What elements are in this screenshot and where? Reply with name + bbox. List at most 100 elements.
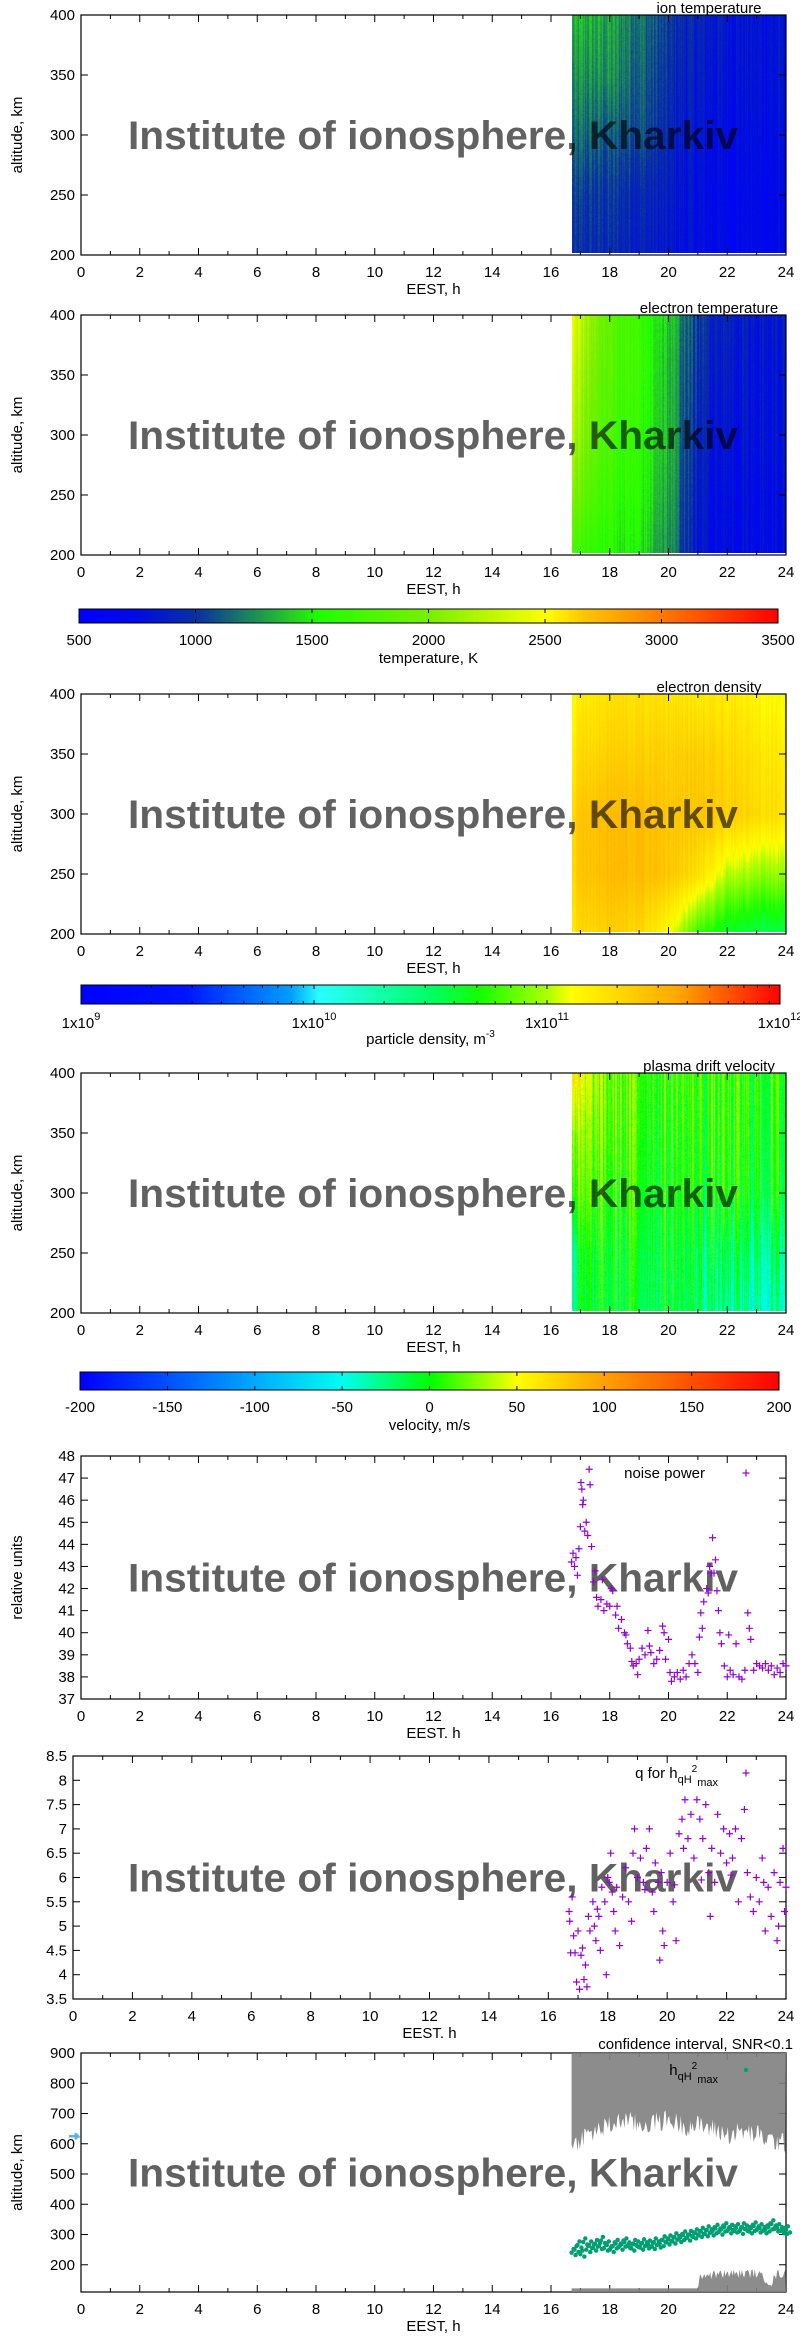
plot-axes <box>80 14 787 256</box>
colorbar-tick-label: 500 <box>66 632 91 649</box>
data-point <box>588 1543 596 1551</box>
data-point <box>659 1927 667 1935</box>
tick-base: 1x10 <box>292 1015 325 1032</box>
x-tick-label: 6 <box>253 564 261 581</box>
x-tick-label: 2 <box>136 943 144 960</box>
x-tick-label: 0 <box>77 264 85 281</box>
data-point <box>700 1598 708 1606</box>
y-tick-label: 43 <box>58 1558 75 1575</box>
y-tick-label: 350 <box>50 67 75 84</box>
data-point <box>758 1854 766 1862</box>
x-tick-label: 22 <box>719 1708 736 1725</box>
x-tick-label: 4 <box>194 564 202 581</box>
x-tick-label: 18 <box>601 2301 618 2318</box>
data-point <box>695 2232 701 2237</box>
data-point <box>656 1956 664 1964</box>
data-point <box>665 1635 672 1643</box>
data-point <box>735 2222 741 2227</box>
data-point <box>711 1878 719 1886</box>
colorbar-tick-label: 1x1011 <box>525 1011 569 1032</box>
y-tick-label: 5 <box>59 1918 67 1935</box>
x-tick-label: 16 <box>540 2008 557 2025</box>
data-point <box>645 1642 653 1650</box>
data-point <box>745 2228 751 2234</box>
y-tick-label: 400 <box>50 686 75 703</box>
y-tick-label: 37 <box>58 1691 75 1708</box>
data-point <box>648 1888 656 1896</box>
data-point <box>647 1649 655 1657</box>
data-point <box>742 1769 750 1777</box>
watermark-text: Institute of ionosphere, Kharkiv <box>128 414 739 458</box>
x-tick-label: 18 <box>601 1708 618 1725</box>
data-point <box>613 1602 621 1610</box>
data-point <box>598 2238 604 2243</box>
y-tick-label: 6 <box>59 1870 67 1887</box>
data-point <box>767 1912 775 1920</box>
data-point <box>697 1876 705 1884</box>
data-point <box>706 1562 714 1570</box>
arrow-marker-icon <box>69 2132 82 2141</box>
data-point <box>583 2236 588 2241</box>
data-point <box>575 2242 580 2248</box>
x-tick-label: 22 <box>719 1322 736 1339</box>
data-point <box>601 1898 609 1906</box>
data-point <box>708 1844 716 1852</box>
data-point <box>726 1666 734 1674</box>
data-point <box>586 1927 594 1935</box>
data-point <box>651 1859 659 1867</box>
x-tick-label: 14 <box>484 1708 501 1725</box>
data-point <box>663 2239 668 2245</box>
tick-exponent: 12 <box>790 1011 800 1023</box>
x-tick-label: 2 <box>136 2301 144 2318</box>
y-tick-label: 300 <box>50 2227 75 2244</box>
data-point <box>589 2245 595 2251</box>
data-point <box>749 1908 757 1916</box>
data-point <box>570 1932 578 1940</box>
x-tick-label: 22 <box>719 2301 736 2318</box>
legend-sub: qH <box>678 2071 692 2083</box>
data-point <box>724 2221 729 2226</box>
y-tick-label: 400 <box>50 307 75 324</box>
data-point <box>750 1666 758 1674</box>
data-point <box>753 2220 758 2225</box>
data-point <box>682 1673 690 1681</box>
data-point <box>652 2246 658 2252</box>
y-axis-label: altitude, km <box>9 1155 26 1232</box>
data-point <box>678 2235 683 2240</box>
data-point <box>785 2224 791 2229</box>
data-point <box>636 2245 642 2250</box>
x-tick-label: 8 <box>312 943 320 960</box>
y-tick-label: 900 <box>50 2045 75 2062</box>
data-point <box>666 1668 674 1676</box>
x-tick-label: 12 <box>425 943 442 960</box>
data-point <box>648 2244 654 2249</box>
data-point <box>571 1949 579 1957</box>
data-point <box>766 2224 771 2230</box>
tick-base: 1x10 <box>62 1015 95 1032</box>
electron-temperature-heatmap <box>572 315 786 553</box>
x-tick-label: 4 <box>188 2008 196 2025</box>
data-point <box>604 2242 610 2248</box>
data-point <box>572 2247 577 2252</box>
y-tick-label: 500 <box>50 2166 75 2183</box>
data-point <box>645 2242 651 2247</box>
data-point <box>687 2238 693 2243</box>
data-point <box>745 1624 753 1632</box>
colorbar-frame <box>80 984 781 1005</box>
data-point <box>734 1898 742 1906</box>
x-tick-label: 6 <box>253 2301 261 2318</box>
data-point <box>608 1888 616 1896</box>
x-tick-label: 24 <box>778 943 795 960</box>
data-point <box>690 1854 698 1862</box>
x-tick-label: 18 <box>601 264 618 281</box>
x-tick-label: 0 <box>77 943 85 960</box>
data-point <box>613 2241 618 2246</box>
x-tick-label: 0 <box>69 2008 77 2025</box>
x-tick-label: 2 <box>136 264 144 281</box>
data-point <box>610 1908 618 1916</box>
data-point <box>593 1593 601 1601</box>
plasma-drift-velocity-heatmap <box>572 1073 786 1311</box>
legend-sub2: max <box>697 1777 718 1789</box>
colorbar-tick-label: -50 <box>331 1399 353 1416</box>
